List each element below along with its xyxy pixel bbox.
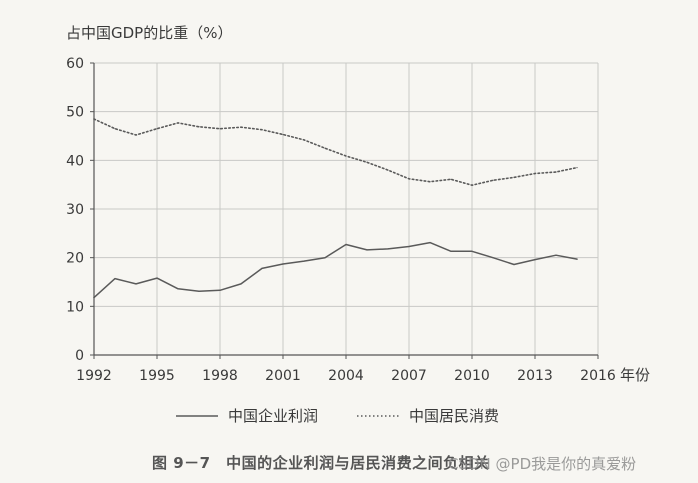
legend-item-consumption-label: 中国居民消费 [409, 407, 499, 425]
data-point-consumption [534, 172, 536, 175]
watermark: CSDN @PD我是你的真爱粉 [448, 455, 637, 473]
data-point-consumption [282, 133, 284, 136]
data-point-consumption [93, 118, 95, 120]
data-point-profit [345, 243, 347, 246]
data-point-consumption [387, 169, 389, 171]
x-tick-label: 1995 [139, 368, 175, 384]
data-point-consumption [114, 128, 116, 130]
x-tick-label: 2016 [580, 368, 616, 384]
data-point-consumption [177, 122, 179, 124]
legend-item-profit-label: 中国企业利润 [228, 407, 318, 425]
x-tick-label: 2013 [517, 368, 553, 384]
data-point-profit [324, 257, 326, 259]
data-point-profit [513, 263, 515, 266]
data-point-consumption [576, 167, 578, 169]
data-point-profit [450, 250, 452, 252]
series-layer [93, 118, 578, 299]
data-point-profit [114, 277, 116, 280]
axes: 0 10 20 30 40 50 60 1992 1995 1998 2001 2004 2007 201… [66, 56, 650, 384]
data-point-consumption [324, 147, 326, 149]
data-point-profit [492, 257, 494, 259]
data-point-consumption [513, 176, 515, 178]
series-line-profit [93, 241, 578, 299]
data-point-consumption [429, 181, 431, 183]
x-tick-label: 2004 [328, 368, 364, 384]
data-point-profit [135, 283, 137, 285]
data-point-profit [93, 296, 95, 299]
data-point-profit [408, 245, 410, 248]
data-point-consumption [156, 128, 158, 130]
data-point-consumption [219, 128, 221, 130]
data-point-consumption [135, 134, 137, 136]
data-point-consumption [198, 126, 200, 128]
data-point-profit [471, 250, 473, 252]
y-tick-label: 40 [66, 153, 84, 169]
data-point-profit [366, 249, 368, 251]
data-point-consumption [555, 171, 557, 173]
x-axis-unit: 年份 [620, 366, 650, 384]
data-point-profit [555, 254, 557, 256]
data-point-consumption [345, 155, 347, 157]
data-point-profit [156, 277, 158, 279]
grid [94, 62, 599, 355]
data-point-consumption [240, 126, 242, 128]
y-tick-label: 50 [66, 105, 84, 121]
x-tick-label: 2010 [454, 368, 490, 384]
x-tick-label: 2007 [391, 368, 427, 384]
data-point-consumption [450, 178, 452, 180]
data-point-profit [303, 260, 305, 262]
figure-caption: 图 9－7 中国的企业利润与居民消费之间负相关 [152, 454, 490, 472]
legend: 中国企业利润 中国居民消费 [176, 407, 499, 425]
data-point-profit [219, 289, 221, 291]
data-point-profit [282, 263, 284, 265]
data-point-profit [387, 248, 389, 250]
y-tick-label: 0 [75, 348, 84, 364]
y-tick-label: 10 [66, 299, 84, 315]
data-point-consumption [408, 178, 410, 180]
x-tick-label: 1998 [202, 368, 238, 384]
y-tick-label: 30 [66, 202, 84, 218]
data-point-consumption [471, 184, 473, 186]
data-point-consumption [261, 129, 263, 131]
data-point-consumption [303, 139, 305, 141]
y-tick-label: 60 [66, 56, 84, 72]
data-point-profit [240, 283, 242, 285]
data-point-profit [576, 258, 578, 260]
data-point-profit [534, 259, 536, 261]
data-point-profit [177, 288, 179, 290]
data-point-consumption [366, 161, 368, 163]
series-line-consumption [93, 118, 578, 186]
data-point-profit [261, 267, 263, 269]
data-point-profit [198, 290, 200, 292]
x-tick-label: 1992 [76, 368, 112, 384]
data-point-profit [429, 241, 431, 244]
data-point-consumption [492, 179, 494, 181]
y-axis-title: 占中国GDP的比重（%） [66, 24, 232, 42]
x-tick-label: 2001 [265, 368, 301, 384]
y-tick-label: 20 [66, 251, 84, 267]
